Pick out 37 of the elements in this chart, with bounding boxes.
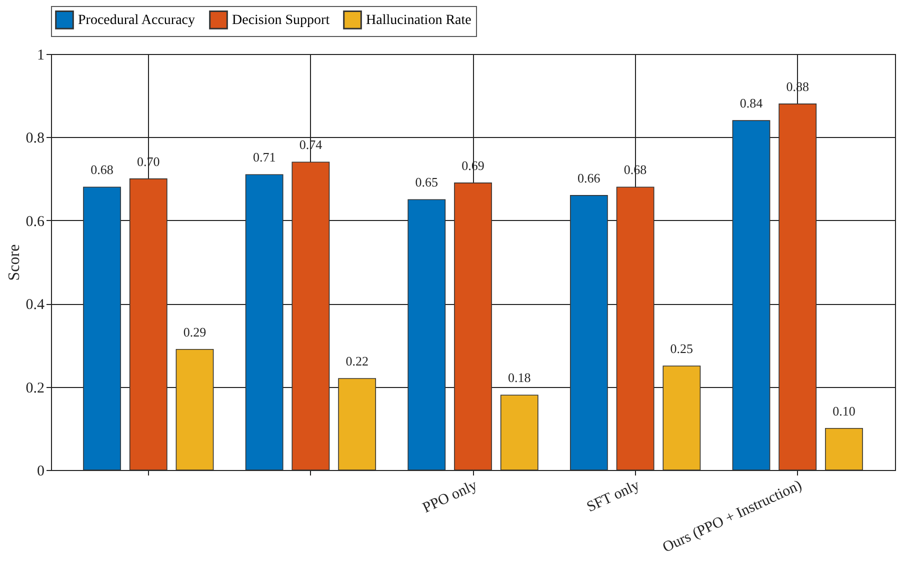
bar [408,199,446,470]
legend-label: Hallucination Rate [366,12,472,28]
bar [292,162,330,470]
bar [732,120,770,470]
y-tick-label: 0.4 [26,297,45,314]
data-label: 0.68 [90,162,114,178]
data-label: 0.65 [415,174,438,190]
legend-label: Decision Support [232,12,330,28]
y-tick-label: 0.8 [26,130,44,147]
data-label: 0.10 [832,403,856,418]
y-axis-title: Score [6,244,23,281]
bar [338,378,376,470]
bar [616,186,654,470]
bar [129,178,168,470]
y-tick-label: 0.2 [26,380,44,396]
data-label: 0.25 [670,341,694,356]
data-label: 0.66 [578,170,601,186]
bar [83,186,121,470]
data-label: 0.84 [740,96,764,111]
bar [500,394,538,470]
x-tick-label: PPO only [420,477,480,516]
bar [778,104,817,470]
bar [245,174,284,470]
y-tick-label: 0.6 [26,214,45,230]
data-label: 0.71 [252,150,276,165]
bar [570,195,608,470]
bar [662,366,701,470]
bar [825,428,863,470]
data-label: 0.18 [508,370,531,386]
bar [176,348,214,470]
x-tick-label: SFT only [584,477,643,516]
legend-label: Procedural Accuracy [78,12,195,28]
y-tick-label: 0 [37,464,44,480]
data-label: 0.22 [346,353,368,368]
data-label: 0.29 [183,324,206,340]
y-tick-label: 1 [37,48,44,64]
bar [454,182,492,470]
